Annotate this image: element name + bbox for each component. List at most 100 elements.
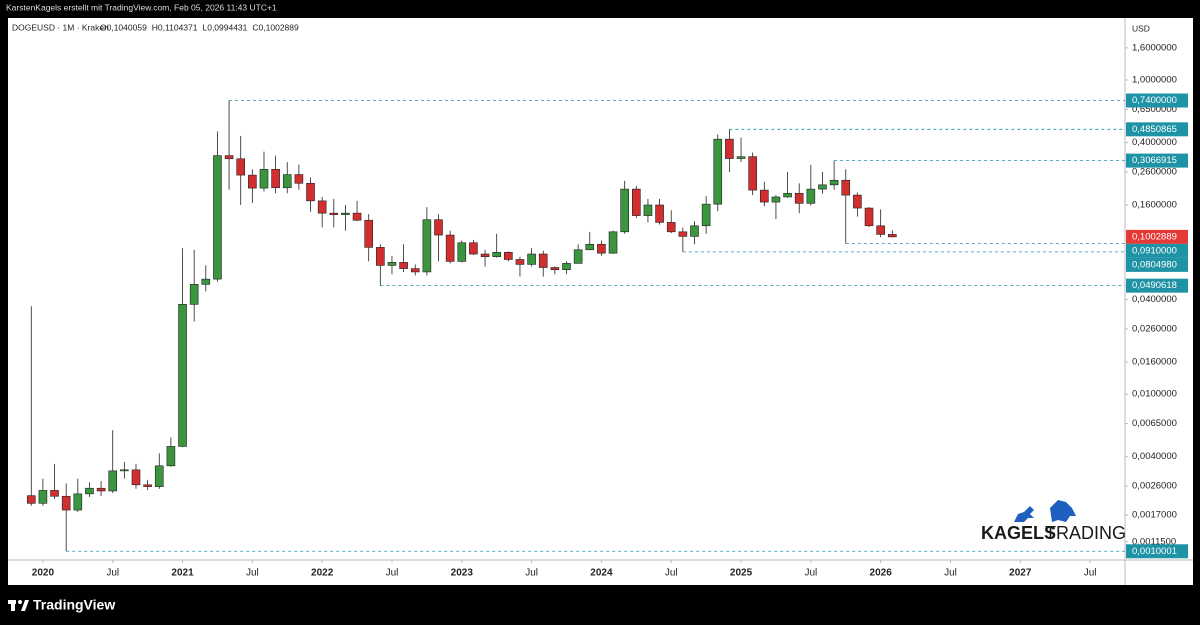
candle-body xyxy=(771,196,781,203)
candle-body xyxy=(632,188,641,216)
candle-body xyxy=(178,304,187,447)
candle-body xyxy=(550,267,560,270)
candle-body xyxy=(271,169,280,189)
y-tick-label: 0,0260000 xyxy=(1132,323,1177,334)
level-label: 0,0010001 xyxy=(1132,546,1177,557)
candle-body xyxy=(213,155,222,280)
level-label-box xyxy=(1126,243,1188,258)
candle-body xyxy=(678,231,688,237)
candle-body xyxy=(131,469,141,486)
candle-body xyxy=(597,243,606,254)
candle-body xyxy=(794,192,804,204)
candle-body xyxy=(224,155,234,160)
candle-body xyxy=(829,179,839,186)
level-label: 0,0910000 xyxy=(1132,245,1177,256)
candle-body xyxy=(236,158,246,176)
level-label: 0,4850865 xyxy=(1132,124,1177,135)
y-tick-label: 0,0017000 xyxy=(1132,510,1177,521)
y-tick-label: 0,2600000 xyxy=(1132,166,1177,177)
x-tick-label: 2023 xyxy=(451,568,474,579)
candle-body xyxy=(399,262,408,269)
candle-body xyxy=(96,487,106,492)
x-tick-label: Jul xyxy=(525,568,538,579)
x-tick-label: Jul xyxy=(944,568,957,579)
candle-body xyxy=(376,247,385,266)
y-tick-label: 0,0040000 xyxy=(1132,451,1177,462)
candle-body xyxy=(259,169,269,189)
bull-icon xyxy=(1014,506,1034,522)
footer-logo xyxy=(8,600,29,611)
candle-body xyxy=(329,212,339,215)
ohlc-value: H0,1104371 xyxy=(152,22,198,32)
candle-body xyxy=(61,495,71,511)
y-tick-label: 1,6000000 xyxy=(1132,42,1177,53)
candle-body xyxy=(864,207,874,227)
candle-body xyxy=(364,219,373,248)
header: KarstenKagels erstellt mit TradingView.c… xyxy=(6,2,277,12)
candle-body xyxy=(317,200,327,214)
candle-body xyxy=(352,212,362,221)
x-tick-label: 2021 xyxy=(171,568,194,579)
level-label: 0,3066915 xyxy=(1132,155,1177,166)
y-tick-label: 0,0011500 xyxy=(1132,536,1176,547)
ohlc-value: L0,0994431 xyxy=(202,22,247,32)
level-label: 0,1002889 xyxy=(1132,231,1177,242)
x-tick-label: Jul xyxy=(1084,568,1097,579)
watermark-light: TRADING xyxy=(1045,523,1126,543)
x-tick-label: Jul xyxy=(106,568,119,579)
watermark-bold: KAGELS xyxy=(981,523,1056,543)
level-label: 0,0490618 xyxy=(1132,280,1177,291)
candle-body xyxy=(189,284,199,305)
symbol: DOGEUSD · 1M · Kraken xyxy=(12,22,109,32)
x-tick-label: Jul xyxy=(804,568,817,579)
candle-body xyxy=(201,278,211,285)
y-tick-label: 0,0100000 xyxy=(1132,389,1177,400)
logo-part xyxy=(18,600,22,604)
level-label-box xyxy=(1126,278,1188,293)
candle-body xyxy=(154,465,164,487)
plot-area xyxy=(8,18,1193,585)
level-label-box xyxy=(1126,544,1188,559)
candle-body xyxy=(806,188,816,204)
bear-icon xyxy=(1050,500,1076,522)
candle-body xyxy=(515,259,525,265)
candle-body xyxy=(527,253,536,265)
candle-body xyxy=(26,495,36,504)
ohlc-value: O0,1040059 xyxy=(100,22,147,32)
currency: USD xyxy=(1132,23,1150,33)
candle-body xyxy=(422,219,432,273)
candle-body xyxy=(725,138,734,159)
candle-body xyxy=(282,174,292,189)
y-tick-label: 1,0000000 xyxy=(1132,74,1177,85)
candle-body xyxy=(783,192,792,198)
x-tick-label: 2022 xyxy=(311,568,334,579)
candle-body xyxy=(341,212,350,215)
candle-body xyxy=(504,251,513,260)
candle-body xyxy=(469,242,478,255)
candle-body xyxy=(248,174,257,189)
x-tick-label: Jul xyxy=(665,568,678,579)
x-tick-label: 2025 xyxy=(730,568,753,579)
candle-body xyxy=(690,225,699,237)
logo-part xyxy=(21,600,29,611)
candle-body xyxy=(306,182,315,202)
x-tick-label: Jul xyxy=(246,568,259,579)
candle-body xyxy=(736,156,746,159)
level-label-box xyxy=(1126,153,1188,168)
candle-body xyxy=(643,204,653,216)
logo-part xyxy=(11,600,15,611)
candle-body xyxy=(655,204,664,223)
candle-body xyxy=(853,194,862,209)
candle-body xyxy=(538,253,548,268)
candle-body xyxy=(387,262,397,266)
candle-body xyxy=(562,263,571,270)
candle-body xyxy=(38,490,48,504)
level-label-box xyxy=(1126,122,1188,137)
candle-body xyxy=(108,470,118,492)
level-label-box xyxy=(1126,93,1188,108)
candle-body xyxy=(166,446,176,467)
candle-body xyxy=(480,253,490,258)
candle-body xyxy=(410,268,420,273)
